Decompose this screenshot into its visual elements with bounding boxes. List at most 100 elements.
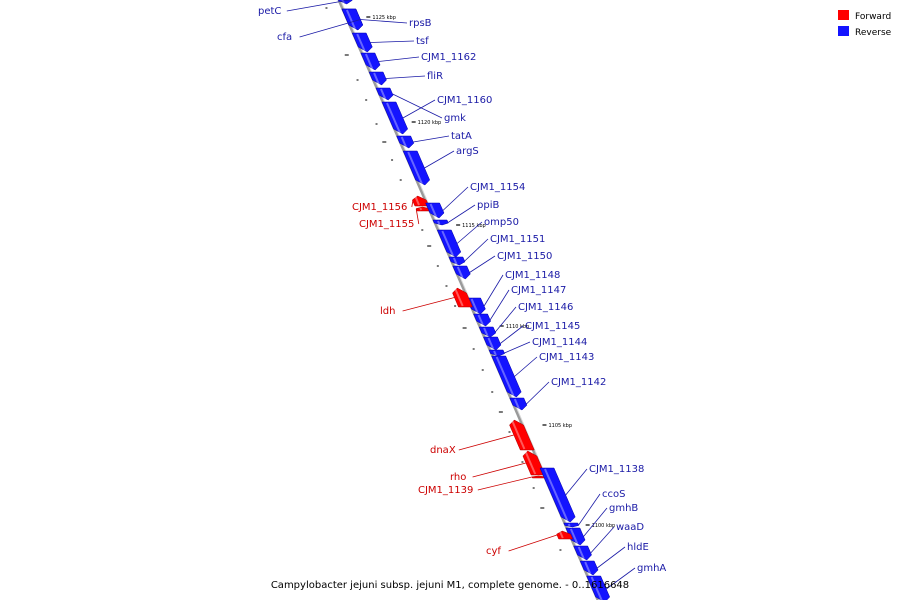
gene-label-cyf: cyf [486,546,501,557]
leader-line [578,493,601,526]
gene-highlight [483,327,489,337]
kbp-tick-label: 1115 kbp [462,223,486,229]
gene-label-rho: rho [450,472,466,483]
leader-line [469,255,496,273]
gene-label-ldh: ldh [380,306,395,317]
gene-arrow-cjm1_1142 [509,397,528,411]
gene-highlight [559,531,564,539]
gene-arrow-cjm1_1160 [381,101,408,135]
leader-line [411,200,414,208]
kbp-tick-label: 1105 kbp [548,423,572,429]
gene-label-ppib: ppiB [477,200,499,211]
leader-line [477,476,532,491]
leader-line [489,289,510,321]
gene-arrow-cjm1_1145 [483,336,502,351]
gene-highlight [470,298,479,314]
leader-line [447,204,476,223]
gene-arrow-cjm1_1146 [478,326,497,338]
gene-highlight [584,561,592,575]
leader-line [583,507,608,537]
leader-line [370,40,415,43]
gene-label-tsf: tsf [416,36,429,47]
gene-label-cjm1_1144: CJM1_1144 [532,337,587,348]
gene-label-cjm1_1160: CJM1_1160 [437,95,492,106]
gene-label-cjm1_1145: CJM1_1145 [525,321,580,332]
gene-arrow-rho [522,450,546,476]
gene-highlight [356,33,366,52]
gene-label-cjm1_1156: CJM1_1156 [352,202,407,213]
leader-line [442,186,469,211]
leader-line [606,567,636,590]
leader-line [464,238,489,262]
gene-arrow-cjm1_1147 [473,313,491,327]
gene-arrow-ccos [563,522,580,528]
gene-label-cjm1_1154: CJM1_1154 [470,182,525,193]
gene-label-args: argS [456,146,479,157]
leader-line [514,356,538,377]
gene-arrow-waad [573,545,592,561]
leader-line [508,534,558,552]
leader-line [596,546,626,569]
gene-label-gmha: gmhA [637,563,666,574]
kbp-tick-label: 1110 kbp [506,324,530,330]
gene-highlight [407,151,423,185]
gene-label-cjm1_1138: CJM1_1138 [589,464,644,475]
gene-highlight [495,356,515,397]
leader-line [360,19,408,24]
map-caption: Campylobacter jejuni subsp. jejuni M1, c… [271,580,629,591]
gene-arrow-ppib [432,219,449,226]
kbp-tick-label: 1100 kbp [592,523,616,529]
gene-highlight [373,72,380,85]
tick-marks: 1125 kbp 1120 kbp 1115 kbp 1110 kbp 1105 kbp… [366,15,615,529]
gene-highlight [590,576,603,600]
gene-arrow-cjm1_1144 [488,349,505,357]
gene-arrow-flir [368,71,387,86]
gene-arrow-cjm1_1138 [539,467,576,523]
gene-arrow-tata [396,135,415,149]
leader-line [402,99,436,119]
leader-line [500,325,524,344]
gene-label-cjm1_1148: CJM1_1148 [505,270,560,281]
gene-arrow-omp50 [436,229,462,258]
gene-highlight [456,266,464,279]
gene-label-waad: waaD [616,522,644,533]
gene-features [337,0,610,600]
gene-label-cjm1_1142: CJM1_1142 [551,377,606,388]
leader-line [286,0,352,12]
gene-label-flir: fliR [427,71,443,82]
gene-highlight [419,207,423,211]
leader-line [299,19,361,38]
gene-arrow-hlde [579,560,599,576]
gene-label-rpsb: rpsB [409,18,432,29]
gene-arrow-ldh [452,287,473,308]
leader-line [385,75,426,79]
gene-label-hlde: hldE [627,542,649,553]
leader-line [378,56,420,62]
gene-arrow-cjm1_1154 [425,202,445,219]
gene-highlight [364,53,374,70]
gene-arrow-cjm1_1150 [452,265,471,280]
gene-highlight [487,337,495,350]
kbp-tick-label: 1125 kbp [372,15,396,21]
gene-highlight [400,136,407,148]
gene-label-cjm1_1162: CJM1_1162 [421,52,476,63]
leader-line [494,306,517,333]
gene-arrow-cjm1_1151 [448,256,466,266]
gene-label-cjm1_1143: CJM1_1143 [539,352,594,363]
gene-label-gmhb: gmhB [609,503,638,514]
legend-label-forward: Forward [855,12,891,22]
legend: Forward Reverse [838,10,892,38]
gene-highlight [477,314,484,326]
gene-arrow-rpsb [341,8,364,31]
gene-label-cjm1_1151: CJM1_1151 [490,234,545,245]
leader-line [413,135,450,143]
minor-tick-marks [325,7,562,551]
gene-highlight [437,220,441,225]
gene-highlight [493,350,497,356]
leader-line [504,341,531,354]
gene-arrow-cyf [556,530,574,540]
gene-label-dnax: dnaX [430,445,456,456]
gene-arrow-cjm1_1156 [411,195,430,207]
gene-highlight [577,546,585,560]
kbp-tick-label: 1120 kbp [418,120,442,126]
